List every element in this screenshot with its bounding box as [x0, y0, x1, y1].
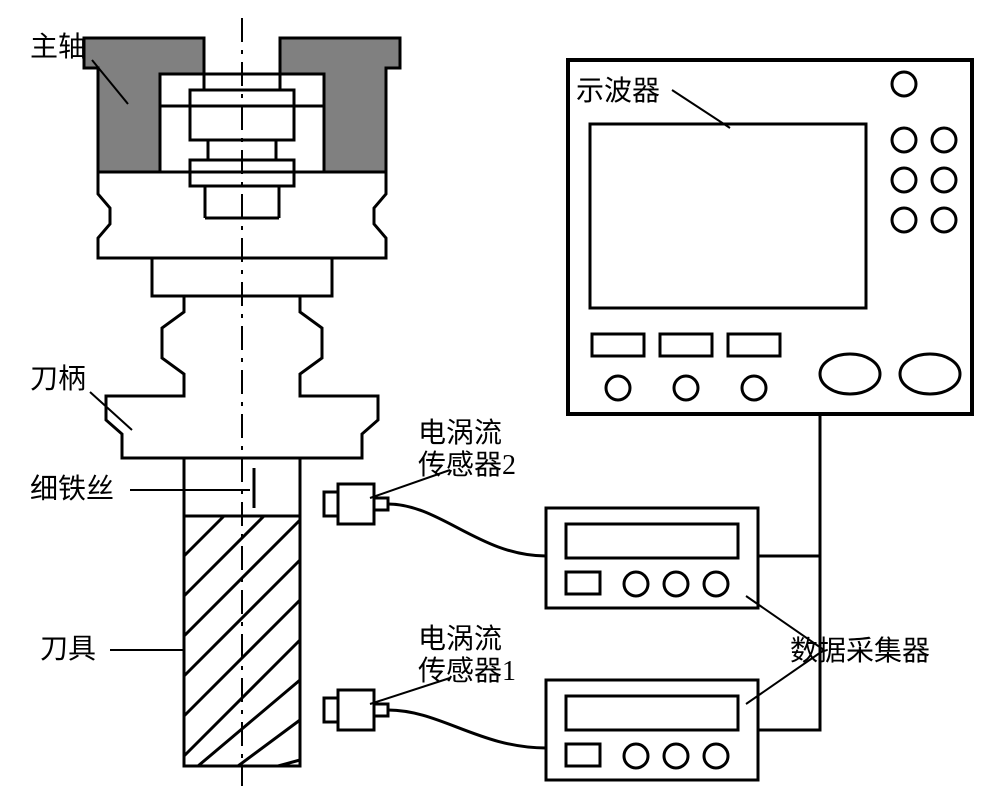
sensor-2-probe: [324, 484, 388, 524]
label-sensor1-line2: 传感器1: [418, 655, 516, 687]
sensor1-cable: [388, 710, 546, 748]
oscilloscope-knob-grid: [892, 128, 956, 232]
label-data-collector: 数据采集器: [790, 635, 930, 667]
sensor2-cable: [388, 504, 546, 556]
label-oscilloscope: 示波器: [576, 75, 660, 107]
sensor-1-probe: [324, 690, 388, 730]
label-sensor1-line1: 电涡流: [418, 623, 502, 655]
data-collector-upper: [546, 508, 758, 608]
label-tool: 刀具: [40, 634, 96, 665]
spindle-assembly: [84, 18, 400, 786]
data-collector-lower: [546, 680, 758, 780]
label-sensor2-line1: 电涡流: [418, 417, 502, 449]
label-sensor2-line2: 传感器2: [418, 449, 516, 481]
label-tool-holder: 刀柄: [30, 363, 86, 395]
oscilloscope: [568, 60, 972, 414]
trunk-cable: [758, 414, 820, 730]
oscilloscope-buttons: [592, 334, 960, 400]
label-fine-wire: 细铁丝: [30, 473, 114, 505]
label-spindle: 主轴: [30, 31, 86, 63]
oscilloscope-screen: [590, 124, 866, 308]
technical-diagram: 主轴 示波器 刀柄 细铁丝 刀具 电涡流 传感器2 电涡流 传感器1 数据采集器: [0, 0, 1000, 802]
